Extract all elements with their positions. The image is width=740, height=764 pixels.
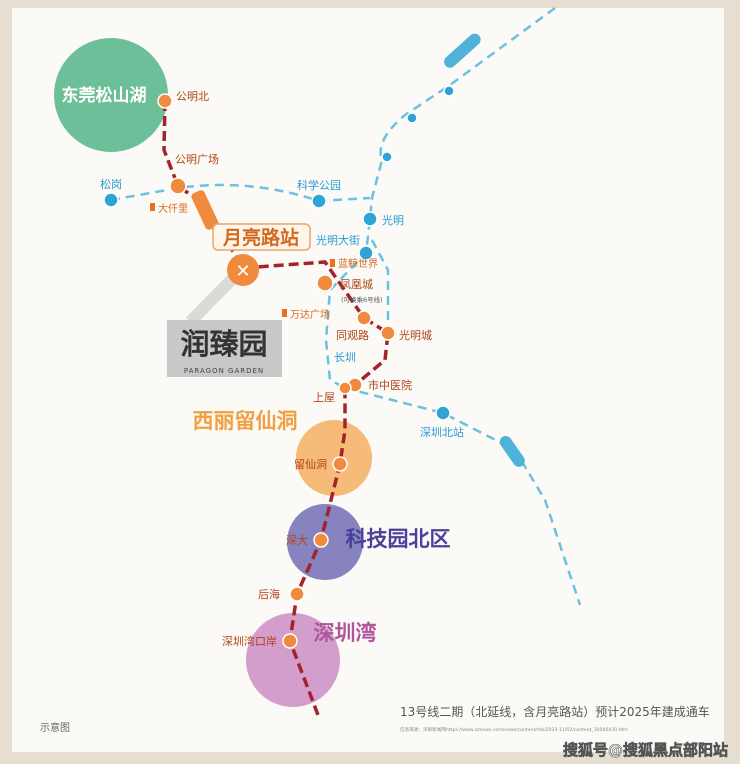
source-note: 信息来源：深圳新闻网https://www.sznews.com/news/co… — [400, 726, 628, 733]
blue-line-badge — [499, 435, 525, 467]
station-icon — [332, 456, 348, 472]
station-label: 光明城 — [399, 328, 432, 342]
station-icon — [338, 381, 352, 395]
station-icon — [289, 586, 305, 602]
station-label: 科学公园 — [297, 178, 341, 192]
station-label: 光明大街 — [316, 233, 360, 247]
region-label: 深圳湾 — [314, 621, 377, 645]
station-label: 上屋 — [313, 391, 335, 404]
blue-line-shenzhen-north — [344, 386, 582, 606]
station-label: 深圳湾口岸 — [222, 634, 277, 648]
project-box — [167, 320, 282, 377]
region-circle-songshan-lake — [54, 38, 168, 152]
station-label: 市中医院 — [368, 378, 412, 392]
highlight-station-box — [212, 223, 311, 251]
station-label: 长圳 — [334, 351, 356, 364]
region-circle-shenzhen-bay — [246, 613, 340, 707]
watermark: 搜狐号@搜狐黑点部阳站 — [563, 741, 728, 759]
region-label: 西丽留仙洞 — [193, 409, 298, 433]
station-icon — [103, 192, 119, 208]
station-label: 深圳北站 — [420, 425, 464, 439]
blue-line-badge — [444, 33, 481, 68]
station-icon — [358, 245, 374, 261]
station-label: 后海 — [258, 587, 280, 601]
project-name-en: PARAGON GARDEN — [184, 367, 264, 375]
station-label: 深大 — [286, 533, 308, 547]
metro-logo-glyph: ✕ — [235, 261, 250, 282]
station-label: 留仙洞 — [294, 458, 327, 471]
interchange-note: (可换乘6号线) — [341, 295, 383, 304]
station-icon — [362, 211, 378, 227]
blue-line-guangming — [324, 6, 556, 390]
station-icon — [356, 310, 372, 326]
station-icon — [381, 151, 393, 163]
station-label: 光明 — [382, 213, 404, 227]
project-name: 润臻园 — [180, 327, 267, 361]
diagram-note: 示意图 — [40, 721, 70, 734]
station-icon — [316, 274, 334, 292]
metro-logo-icon — [227, 254, 259, 286]
landmark-icon — [330, 259, 335, 267]
landmark-icon — [150, 203, 155, 211]
station-label: 同观路 — [336, 329, 369, 342]
station-label: 松岗 — [100, 177, 122, 191]
station-icon — [169, 177, 187, 195]
highlight-station-label: 月亮路站 — [222, 226, 299, 249]
station-icon — [282, 633, 298, 649]
station-label: 公明北 — [176, 90, 209, 103]
region-circle-xili — [296, 420, 372, 496]
station-label: 公明广场 — [175, 152, 219, 166]
station-icon — [406, 112, 418, 124]
landmark-label: 大仟里 — [158, 202, 188, 215]
station-icon — [443, 85, 455, 97]
station-icon — [311, 193, 327, 209]
region-label: 东莞松山湖 — [62, 85, 147, 106]
line13-badge — [191, 190, 219, 230]
station-icon — [435, 405, 451, 421]
caption: 13号线二期（北延线，含月亮路站）预计2025年建成通车 — [400, 704, 710, 719]
station-label: 凤凰城 — [340, 278, 373, 291]
station-icon — [313, 532, 329, 548]
landmark-label: 万达广场 — [290, 308, 330, 321]
station-icon — [380, 325, 396, 341]
landmark-label: 蓝鲸世界 — [338, 257, 378, 270]
station-icon — [157, 93, 173, 109]
blue-line-east — [370, 239, 390, 330]
blue-line-songgang — [110, 183, 371, 203]
region-label: 科技园北区 — [346, 527, 451, 551]
landmark-icon — [282, 309, 287, 317]
